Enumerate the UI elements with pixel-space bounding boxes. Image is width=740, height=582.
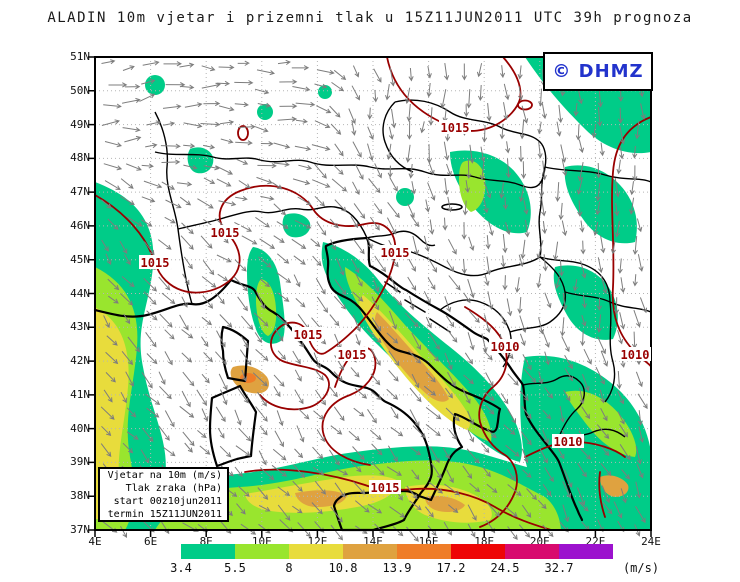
legend-tick-5.5: 5.5 — [224, 561, 246, 575]
colorbar-segment-2 — [235, 544, 289, 559]
isobar-label-1010-7: 1010 — [491, 340, 520, 354]
wind-speed-colorbar — [181, 544, 613, 559]
map-title: ALADIN 10m vjetar i prizemni tlak u 15Z1… — [47, 10, 693, 26]
lat-label-49N: 49N — [70, 117, 90, 131]
colorbar-segment-8 — [559, 544, 613, 559]
isobar-label-1015-0: 1015 — [441, 121, 470, 135]
legend-tick-3.4: 3.4 — [170, 561, 192, 575]
legend-tick-24.5: 24.5 — [490, 561, 520, 575]
info-line-termin: termin 15Z11JUN2011 — [107, 508, 222, 520]
lat-label-51N: 51N — [70, 50, 90, 63]
lat-label-50N: 50N — [70, 83, 90, 97]
info-line-wind: Vjetar na 10m (m/s) — [107, 469, 222, 481]
isobar-labels-layer: 1015 1015 1015 1015 1015 1015 1015 1010 1010 1010 — [139, 120, 651, 495]
map-canvas: 1015 1015 1015 1015 1015 1015 1015 1010 1010 1010 — [88, 56, 652, 542]
lat-label-42N: 42N — [70, 354, 90, 368]
isobar-label-1015-4: 1015 — [294, 328, 323, 342]
colorbar-segment-7 — [505, 544, 559, 559]
lon-label-4E: 4E — [88, 535, 102, 548]
lat-label-38N: 38N — [70, 489, 90, 503]
isobar-label-1015-5: 1015 — [338, 348, 367, 362]
lat-label-41N: 41N — [70, 387, 90, 401]
legend-tick-32.7: 32.7 — [544, 561, 574, 575]
isobar-label-1010-8: 1010 — [621, 348, 650, 362]
colorbar-segment-3 — [289, 544, 343, 559]
colorbar-segment-5 — [397, 544, 451, 559]
dhmz-logo: © DHMZ — [543, 52, 653, 91]
map-area: 1015 1015 1015 1015 1015 1015 1015 1010 1010 1010 — [88, 56, 652, 542]
isobar-label-1015-3: 1015 — [381, 246, 410, 260]
isobar-label-1010-9: 1010 — [554, 435, 583, 449]
lon-label-24E: 24E — [641, 535, 661, 548]
legend-unit: (m/s) — [622, 561, 660, 575]
lat-label-46N: 46N — [70, 218, 90, 232]
colorbar-segment-4 — [343, 544, 397, 559]
lat-label-39N: 39N — [70, 455, 90, 469]
legend-tick-13.9: 13.9 — [382, 561, 412, 575]
info-line-start: start 00z10jun2011 — [113, 495, 222, 507]
legend-tick-10.8: 10.8 — [328, 561, 358, 575]
forecast-info-box: Vjetar na 10m (m/s) Tlak zraka (hPa) sta… — [98, 467, 229, 522]
lon-label-6E: 6E — [143, 535, 158, 548]
lat-label-37N: 37N — [70, 523, 90, 536]
map-frame — [94, 56, 652, 531]
isobar-label-1015-1: 1015 — [211, 226, 240, 240]
lat-label-43N: 43N — [70, 320, 90, 334]
isobar-label-1015-2: 1015 — [141, 256, 170, 270]
isobar-label-1015-6: 1015 — [371, 481, 400, 495]
legend-tick-8: 8 — [285, 561, 293, 575]
lat-label-40N: 40N — [70, 421, 90, 435]
info-line-pressure: Tlak zraka (hPa) — [125, 482, 222, 494]
axis-ticks — [88, 56, 652, 537]
graticule — [95, 57, 651, 530]
legend-tick-17.2: 17.2 — [436, 561, 466, 575]
lat-label-44N: 44N — [70, 286, 90, 300]
lat-label-47N: 47N — [70, 185, 90, 199]
colorbar-segment-1 — [181, 544, 235, 559]
colorbar-segment-6 — [451, 544, 505, 559]
lat-label-45N: 45N — [70, 252, 90, 266]
lat-label-48N: 48N — [70, 151, 90, 165]
